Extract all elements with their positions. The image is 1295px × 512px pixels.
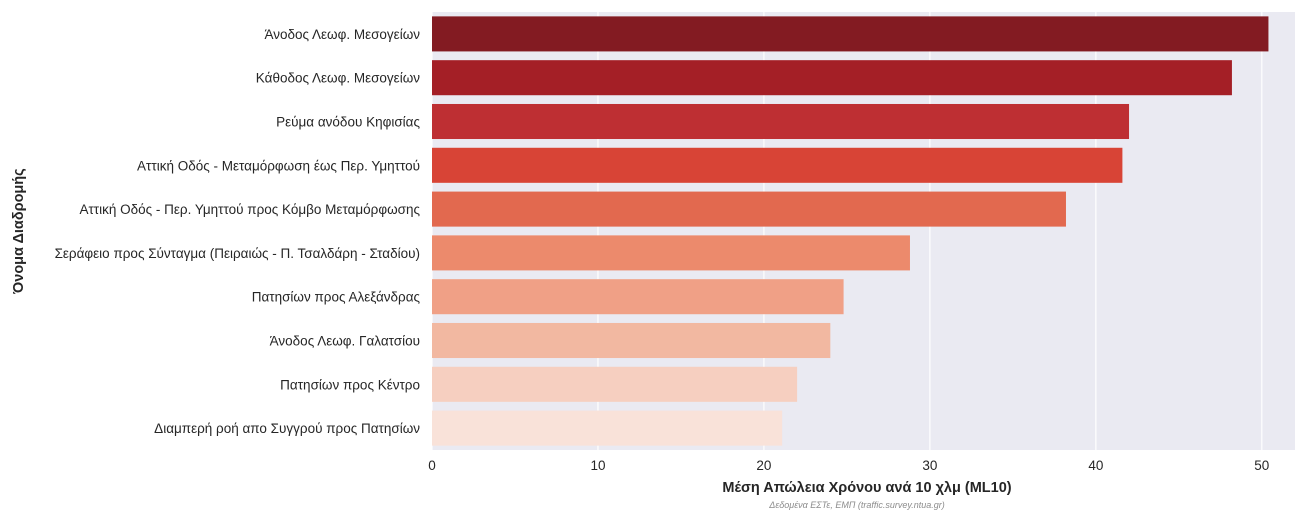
bar-0 — [432, 16, 1269, 52]
x-tick-label-0: 0 — [428, 458, 436, 473]
bar-1 — [432, 60, 1232, 96]
x-axis-title: Μέση Απώλεια Χρόνου ανά 10 χλμ (ML10) — [722, 480, 1011, 496]
bar-4 — [432, 191, 1066, 227]
bar-6 — [432, 279, 844, 315]
bar-9 — [432, 410, 783, 446]
category-label-4: Αττική Οδός - Περ. Υμηττού προς Κόμβο Με… — [79, 202, 420, 217]
bar-7 — [432, 322, 831, 359]
bar-8 — [432, 366, 798, 402]
category-label-7: Άνοδος Λεωφ. Γαλατσίου — [270, 334, 420, 349]
x-tick-label-4: 40 — [1088, 458, 1103, 473]
x-tick-label-5: 50 — [1254, 458, 1269, 473]
x-tick-labels: 0 10 20 30 40 50 — [428, 458, 1269, 473]
bars — [432, 16, 1269, 446]
category-label-3: Αττική Οδός - Μεταμόρφωση έως Περ. Υμηττ… — [137, 158, 420, 173]
x-tick-label-1: 10 — [590, 458, 605, 473]
category-label-2: Ρεύμα ανόδου Κηφισίας — [276, 115, 420, 130]
bar-5 — [432, 235, 910, 271]
category-label-0: Άνοδος Λεωφ. Μεσογείων — [264, 27, 420, 42]
category-label-1: Κάθοδος Λεωφ. Μεσογείων — [256, 71, 420, 86]
category-label-8: Πατησίων προς Κέντρο — [280, 377, 420, 392]
category-labels: Άνοδος Λεωφ. Μεσογείων Κάθοδος Λεωφ. Μεσο… — [55, 27, 421, 436]
category-label-5: Σεράφειο προς Σύνταγμα (Πειραιώς - Π. Τσ… — [55, 246, 420, 261]
bar-3 — [432, 147, 1123, 183]
category-label-9: Διαμπερή ροή απο Συγγρού προς Πατησίων — [154, 421, 420, 436]
x-tick-label-2: 20 — [756, 458, 771, 473]
x-tick-label-3: 30 — [922, 458, 937, 473]
bar-2 — [432, 103, 1130, 140]
y-axis-title: Όνομα Διαδρομής — [11, 168, 27, 294]
category-label-6: Πατησίων προς Αλεξάνδρας — [252, 290, 421, 305]
source-note: Δεδομένα ΕΣΤε, ΕΜΠ (traffic.survey.ntua.… — [768, 500, 944, 510]
